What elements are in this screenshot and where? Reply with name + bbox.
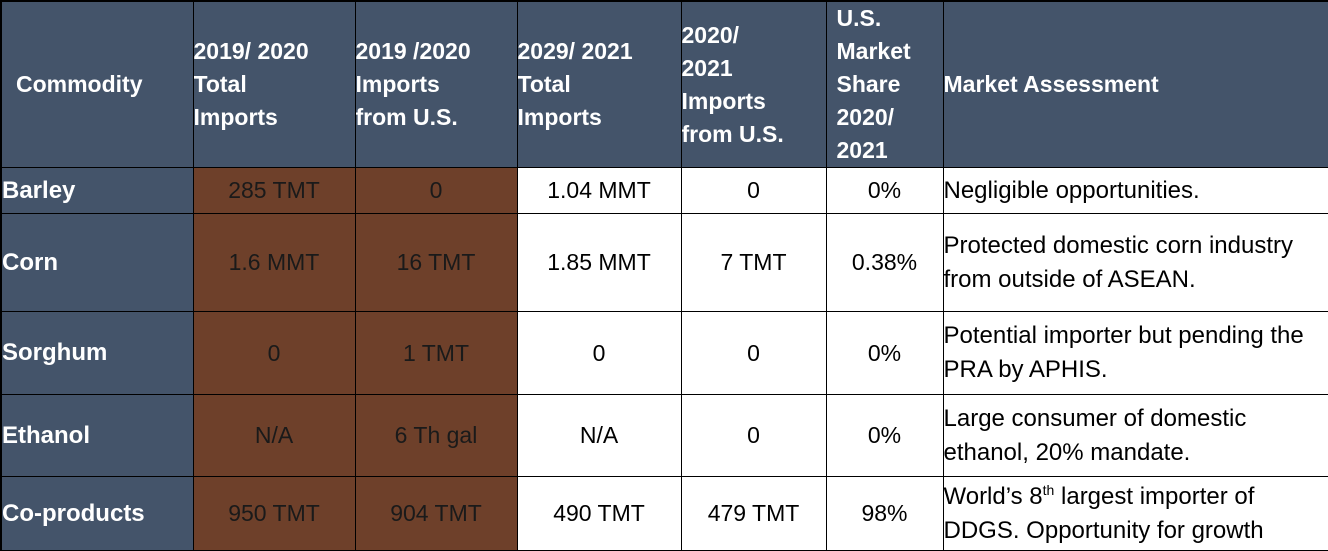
commodity-cell: Ethanol: [0, 394, 194, 477]
commodity-cell: Co-products: [0, 476, 194, 551]
market-assessment-cell: Potential importer but pending the PRA b…: [942, 311, 1328, 395]
us-imports-2020-2021-cell: 7 TMT: [680, 213, 827, 312]
table-body: Barley 285 TMT 0 1.04 MMT 0 0% Negligibl…: [0, 167, 1328, 551]
total-imports-2020-2021-cell: 1.04 MMT: [516, 167, 682, 214]
total-imports-2020-2021-cell: 0: [516, 311, 682, 395]
header-total-imports-2019-2020: 2019/ 2020 Total Imports: [192, 0, 356, 168]
commodity-cell: Corn: [0, 213, 194, 312]
total-imports-2020-2021-cell: 490 TMT: [516, 476, 682, 551]
total-imports-2019-2020-cell: 950 TMT: [192, 476, 356, 551]
us-imports-2019-2020-cell: 6 Th gal: [354, 394, 518, 477]
total-imports-2019-2020-cell: 285 TMT: [192, 167, 356, 214]
total-imports-2020-2021-cell: N/A: [516, 394, 682, 477]
us-market-share-cell: 0.38%: [825, 213, 944, 312]
total-imports-2019-2020-cell: 1.6 MMT: [192, 213, 356, 312]
us-market-share-cell: 98%: [825, 476, 944, 551]
header-total-imports-2020-2021: 2029/ 2021 Total Imports: [516, 0, 682, 168]
us-imports-2020-2021-cell: 0: [680, 394, 827, 477]
header-us-market-share: U.S. Market Share 2020/ 2021: [825, 0, 944, 168]
table-row: Ethanol N/A 6 Th gal N/A 0 0% Large cons…: [0, 394, 1328, 477]
assessment-text-end: largest importer of DDGS. Opportunity fo…: [943, 482, 1264, 544]
market-assessment-cell: Large consumer of domestic ethanol, 20% …: [942, 394, 1328, 477]
us-imports-2020-2021-cell: 479 TMT: [680, 476, 827, 551]
us-imports-2019-2020-cell: 904 TMT: [354, 476, 518, 551]
total-imports-2020-2021-cell: 1.85 MMT: [516, 213, 682, 312]
table-row: Co-products 950 TMT 904 TMT 490 TMT 479 …: [0, 476, 1328, 551]
us-imports-2019-2020-cell: 1 TMT: [354, 311, 518, 395]
total-imports-2019-2020-cell: 0: [192, 311, 356, 395]
header-market-assessment: Market Assessment: [942, 0, 1328, 168]
table-row: Sorghum 0 1 TMT 0 0 0% Potential importe…: [0, 311, 1328, 395]
table-header: Commodity 2019/ 2020 Total Imports 2019 …: [0, 0, 1328, 168]
header-us-imports-2019-2020: 2019 /2020 Imports from U.S.: [354, 0, 518, 168]
market-assessment-cell: World’s 8th largest importer of DDGS. Op…: [942, 476, 1328, 551]
market-assessment-cell: Negligible opportunities.: [942, 167, 1328, 214]
us-market-share-cell: 0%: [825, 167, 944, 214]
us-market-share-cell: 0%: [825, 311, 944, 395]
assessment-text-start: World’s 8: [943, 482, 1043, 510]
commodity-cell: Sorghum: [0, 311, 194, 395]
market-assessment-cell: Protected domestic corn industry from ou…: [942, 213, 1328, 312]
us-imports-2020-2021-cell: 0: [680, 167, 827, 214]
total-imports-2019-2020-cell: N/A: [192, 394, 356, 477]
ordinal-suffix: th: [1042, 481, 1055, 498]
header-us-imports-2020-2021: 2020/ 2021 Imports from U.S.: [680, 0, 827, 168]
header-row: Commodity 2019/ 2020 Total Imports 2019 …: [0, 0, 1328, 168]
table-row: Corn 1.6 MMT 16 TMT 1.85 MMT 7 TMT 0.38%…: [0, 213, 1328, 312]
commodity-cell: Barley: [0, 167, 194, 214]
us-imports-2019-2020-cell: 16 TMT: [354, 213, 518, 312]
header-commodity: Commodity: [0, 0, 194, 168]
us-imports-2019-2020-cell: 0: [354, 167, 518, 214]
table-row: Barley 285 TMT 0 1.04 MMT 0 0% Negligibl…: [0, 167, 1328, 214]
us-imports-2020-2021-cell: 0: [680, 311, 827, 395]
us-market-share-cell: 0%: [825, 394, 944, 477]
